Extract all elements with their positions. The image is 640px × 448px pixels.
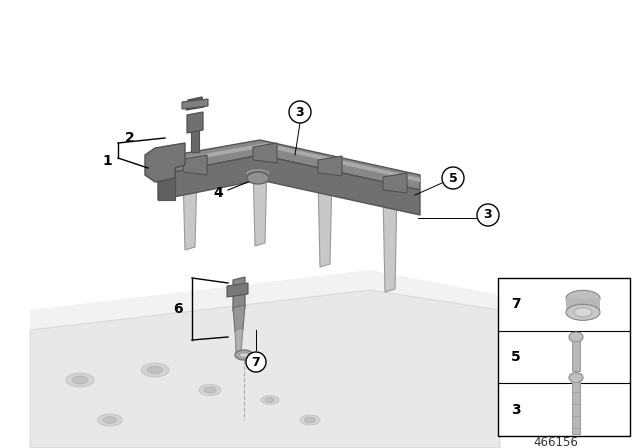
Bar [572,341,580,371]
Circle shape [246,352,266,372]
Text: 7: 7 [511,297,521,311]
Polygon shape [253,159,267,246]
Polygon shape [187,112,203,133]
Polygon shape [30,270,500,330]
Ellipse shape [566,290,600,306]
Bar [498,278,630,436]
Ellipse shape [66,373,94,387]
Bar [566,298,600,312]
Text: 5: 5 [449,172,458,185]
Ellipse shape [199,384,221,396]
Polygon shape [253,143,277,163]
Polygon shape [235,328,243,353]
Text: 3: 3 [484,208,492,221]
Polygon shape [233,305,245,332]
Ellipse shape [300,415,320,425]
Text: 3: 3 [296,105,304,119]
Text: 466156: 466156 [534,435,579,448]
Text: 4: 4 [213,186,223,200]
Ellipse shape [235,350,253,360]
Polygon shape [183,171,197,250]
Ellipse shape [261,396,279,405]
Text: 5: 5 [511,350,521,364]
Polygon shape [165,143,420,182]
Polygon shape [183,155,207,175]
Polygon shape [30,290,500,448]
Ellipse shape [204,387,216,393]
Ellipse shape [574,308,592,317]
Polygon shape [383,189,397,292]
Polygon shape [383,173,407,193]
Polygon shape [227,283,248,297]
Polygon shape [145,143,185,182]
Polygon shape [182,99,208,109]
Circle shape [289,101,311,123]
Text: 6: 6 [173,302,183,316]
Ellipse shape [569,373,583,383]
Text: 1: 1 [102,154,112,168]
Ellipse shape [305,417,316,423]
Polygon shape [318,172,332,267]
Circle shape [442,167,464,189]
Polygon shape [186,97,204,110]
Circle shape [477,204,499,226]
Text: 3: 3 [511,403,521,417]
Polygon shape [233,277,245,311]
Polygon shape [158,155,420,215]
Bar [191,130,199,152]
Ellipse shape [147,366,163,374]
Ellipse shape [97,414,122,426]
Ellipse shape [141,363,169,377]
Ellipse shape [103,417,117,423]
Text: 2: 2 [125,131,135,145]
Ellipse shape [72,376,88,384]
Ellipse shape [265,397,275,402]
Text: 7: 7 [252,356,260,369]
Polygon shape [158,158,175,200]
Polygon shape [158,140,420,190]
Polygon shape [318,156,342,176]
Ellipse shape [239,353,249,358]
Bar [572,382,580,434]
Ellipse shape [566,304,600,320]
Ellipse shape [569,332,583,342]
Ellipse shape [247,172,269,184]
